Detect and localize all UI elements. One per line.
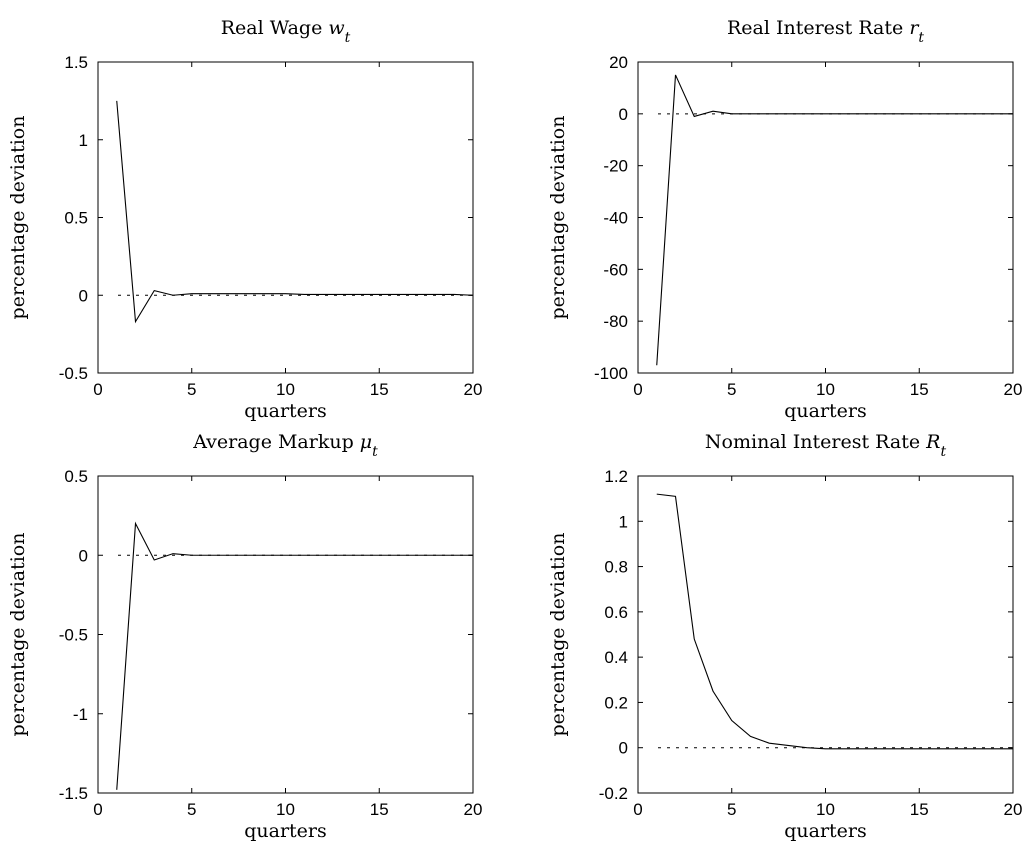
series-line bbox=[116, 100, 474, 324]
y-axis-label: percentage deviation bbox=[7, 116, 29, 320]
chart-title: Nominal Interest Rate Rt bbox=[705, 431, 947, 460]
y-axis-label: percentage deviation bbox=[547, 116, 569, 320]
y-tick-label: 0 bbox=[619, 739, 628, 758]
chart-title-subscript: t bbox=[372, 444, 378, 460]
x-tick-label: 10 bbox=[276, 800, 295, 819]
chart-title: Real Wage wt bbox=[221, 17, 351, 46]
chart-title-variable: r bbox=[909, 17, 920, 39]
y-tick-label: -1 bbox=[73, 705, 88, 724]
series-line bbox=[656, 74, 1013, 366]
chart-title-text: Real Wage bbox=[221, 17, 329, 39]
x-tick-label: 15 bbox=[910, 380, 929, 399]
x-tick-label: 10 bbox=[816, 380, 835, 399]
x-tick-label: 0 bbox=[633, 380, 642, 399]
y-tick-label: 1.5 bbox=[64, 53, 88, 72]
x-tick-label: 5 bbox=[187, 380, 196, 399]
y-tick-label: -0.2 bbox=[599, 784, 628, 803]
y-tick-label: -60 bbox=[603, 260, 628, 279]
y-tick-label: 0 bbox=[619, 105, 628, 124]
x-tick-label: 5 bbox=[727, 380, 736, 399]
y-tick-label: 1 bbox=[619, 512, 628, 531]
y-tick-label: -40 bbox=[603, 209, 628, 228]
y-tick-label: 0.6 bbox=[604, 603, 628, 622]
x-tick-label: 20 bbox=[1004, 380, 1023, 399]
x-tick-label: 15 bbox=[910, 800, 929, 819]
x-tick-label: 20 bbox=[1004, 800, 1023, 819]
y-tick-label: 1 bbox=[79, 131, 88, 150]
x-tick-label: 10 bbox=[816, 800, 835, 819]
chart-title-text: Nominal Interest Rate bbox=[705, 431, 926, 453]
y-tick-label: -0.5 bbox=[59, 364, 88, 383]
x-tick-label: 0 bbox=[633, 800, 642, 819]
chart-title-subscript: t bbox=[345, 30, 351, 46]
chart-title-variable: w bbox=[328, 17, 344, 39]
chart-2: Real Interest Rate rt 0 5 10 15 20 -100 -80 -60 -… bbox=[547, 17, 1022, 422]
chart-title-subscript: t bbox=[918, 30, 924, 46]
x-tick-label: 20 bbox=[464, 800, 483, 819]
y-tick-label: -0.5 bbox=[59, 626, 88, 645]
chart-title-variable: R bbox=[925, 431, 940, 453]
x-tick-label: 10 bbox=[276, 380, 295, 399]
y-tick-label: 0 bbox=[79, 286, 88, 305]
chart-title-variable: μ bbox=[360, 431, 372, 453]
x-axis-label: quarters bbox=[784, 400, 867, 422]
plot-frame bbox=[97, 475, 474, 794]
y-tick-label: 0 bbox=[79, 546, 88, 565]
chart-title-text: Real Interest Rate bbox=[727, 17, 909, 39]
y-tick-label: 1.2 bbox=[604, 467, 628, 486]
y-tick-label: 0.2 bbox=[604, 693, 628, 712]
plot-frame bbox=[637, 61, 1014, 374]
chart-title-text: Average Markup bbox=[192, 431, 360, 453]
chart-3: Average Markup μt 0 5 10 15 20 -1.5 -1 -0.5 0 0.5 q… bbox=[7, 431, 482, 842]
plot-frame bbox=[637, 475, 1014, 794]
chart-title-subscript: t bbox=[940, 444, 946, 460]
y-tick-label: 0.4 bbox=[604, 648, 628, 667]
x-axis-label: quarters bbox=[244, 400, 327, 422]
series-line bbox=[656, 493, 1013, 750]
y-tick-label: 0.8 bbox=[604, 558, 628, 577]
series-line bbox=[116, 521, 473, 790]
y-tick-label: 0.5 bbox=[64, 467, 88, 486]
y-tick-label: -20 bbox=[603, 157, 628, 176]
x-tick-label: 0 bbox=[93, 800, 102, 819]
x-tick-label: 15 bbox=[370, 380, 389, 399]
x-tick-label: 5 bbox=[727, 800, 736, 819]
y-tick-label: 20 bbox=[609, 53, 628, 72]
x-tick-label: 20 bbox=[464, 380, 483, 399]
plot-frame bbox=[97, 61, 474, 374]
chart-1: Real Wage wt 0 5 10 15 20 -0.5 0 0.5 1 1.5 quarters… bbox=[7, 17, 482, 422]
y-axis-label: percentage deviation bbox=[547, 533, 569, 737]
x-axis-label: quarters bbox=[244, 820, 327, 842]
y-tick-label: -100 bbox=[594, 364, 628, 383]
chart-4: Nominal Interest Rate Rt 0 5 10 15 20 -0.2 0 0.2… bbox=[547, 431, 1022, 842]
x-tick-label: 0 bbox=[93, 380, 102, 399]
chart-title: Average Markup μt bbox=[192, 431, 378, 460]
chart-title: Real Interest Rate rt bbox=[727, 17, 924, 46]
x-tick-label: 15 bbox=[370, 800, 389, 819]
x-tick-label: 5 bbox=[187, 800, 196, 819]
y-tick-label: -1.5 bbox=[59, 784, 88, 803]
y-tick-label: 0.5 bbox=[64, 209, 88, 228]
y-axis-label: percentage deviation bbox=[7, 533, 29, 737]
x-axis-label: quarters bbox=[784, 820, 867, 842]
y-tick-label: -80 bbox=[603, 312, 628, 331]
